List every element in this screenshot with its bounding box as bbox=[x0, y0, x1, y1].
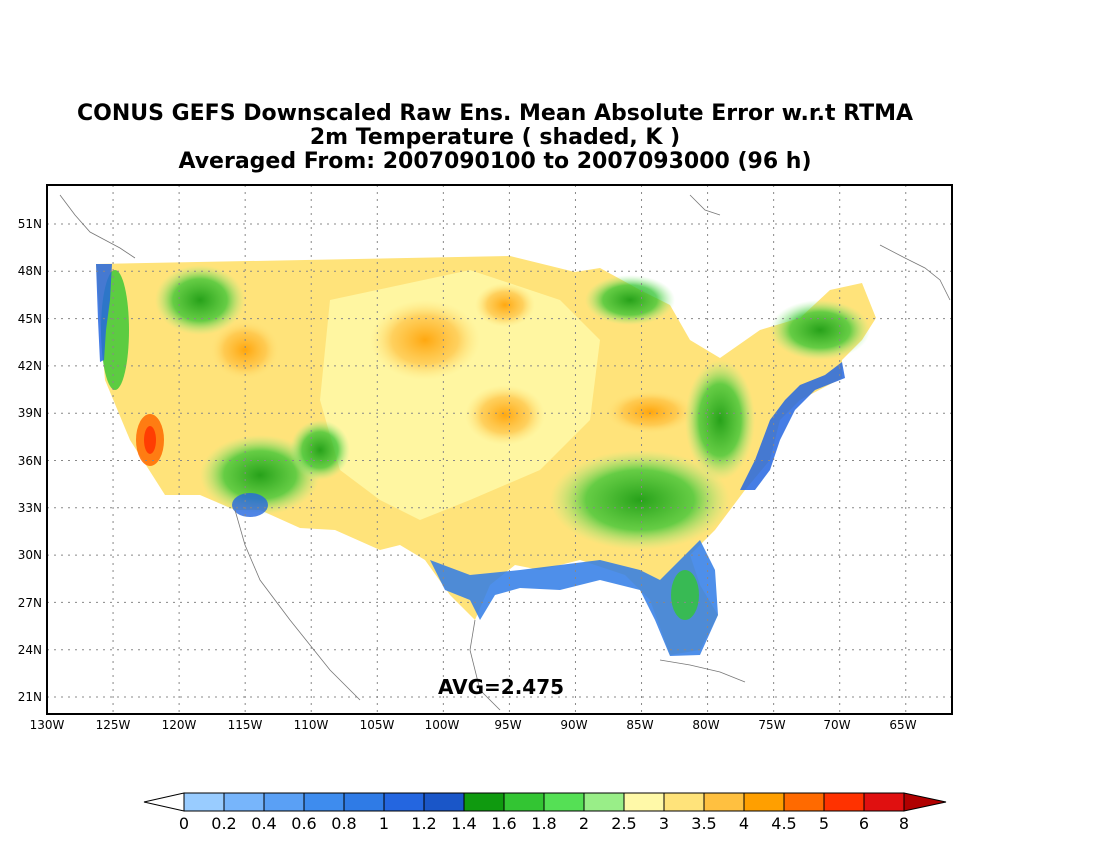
green-four-corners bbox=[200, 435, 320, 515]
colorbar-swatch bbox=[383, 792, 425, 812]
map-title-line-3: Averaged From: 2007090100 to 2007093000 … bbox=[178, 149, 812, 174]
mexico-outline bbox=[234, 509, 361, 701]
lon-label-80w: 80W bbox=[692, 718, 720, 732]
lon-label-110w: 110W bbox=[293, 718, 329, 732]
colorbar-swatch bbox=[703, 792, 745, 812]
lat-label-51n: 51N bbox=[17, 217, 42, 231]
green-florida bbox=[671, 570, 699, 620]
colorbar-label: 8 bbox=[898, 814, 910, 833]
colorbar-swatch bbox=[463, 792, 505, 812]
colorbar-swatch bbox=[623, 792, 665, 812]
cuba-outline bbox=[659, 659, 746, 683]
colorbar-swatch bbox=[583, 792, 625, 812]
green-rockies-north bbox=[155, 265, 245, 335]
lat-label-42n: 42N bbox=[17, 359, 42, 373]
colorbar-swatch bbox=[543, 792, 585, 812]
colorbar-swatch bbox=[343, 792, 385, 812]
lon-label-120w: 120W bbox=[161, 718, 197, 732]
blue-pacific-coast bbox=[96, 264, 112, 362]
lon-label-130w: 130W bbox=[29, 718, 65, 732]
map-title-line-2: 2m Temperature ( shaded, K ) bbox=[309, 125, 681, 150]
lat-label-30n: 30N bbox=[17, 548, 42, 562]
lon-label-125w: 125W bbox=[95, 718, 131, 732]
lon-label-105w: 105W bbox=[359, 718, 395, 732]
mexico-outline-east bbox=[469, 619, 501, 711]
colorbar-swatch bbox=[503, 792, 545, 812]
colorbar-label: 5 bbox=[818, 814, 830, 833]
colorbar-label: 4 bbox=[738, 814, 750, 833]
lat-label-45n: 45N bbox=[17, 312, 42, 326]
colorbar-label: 6 bbox=[858, 814, 870, 833]
lat-label-39n: 39N bbox=[17, 406, 42, 420]
green-appalachians bbox=[685, 360, 755, 480]
colorbar-label: 1.6 bbox=[491, 814, 517, 833]
lat-label-24n: 24N bbox=[17, 643, 42, 657]
green-great-lakes bbox=[585, 275, 675, 325]
colorbar-swatch bbox=[423, 792, 465, 812]
colorbar-label: 2 bbox=[578, 814, 590, 833]
lon-label-95w: 95W bbox=[494, 718, 522, 732]
colorbar-label: 0 bbox=[178, 814, 190, 833]
canada-outline-east bbox=[879, 244, 951, 301]
colorbar-swatch bbox=[183, 792, 225, 812]
hudson-outline bbox=[689, 194, 721, 216]
hotspot-california-core bbox=[144, 426, 156, 454]
colorbar-swatch bbox=[263, 792, 305, 812]
colorbar-swatch bbox=[823, 792, 865, 812]
colorbar-label: 1.4 bbox=[451, 814, 477, 833]
map-frame bbox=[46, 184, 953, 715]
map-outlines bbox=[59, 194, 951, 711]
colorbar-label: 1.8 bbox=[531, 814, 557, 833]
colorbar-swatch bbox=[223, 792, 265, 812]
colorbar-label: 1 bbox=[378, 814, 390, 833]
colorbar-label: 2.5 bbox=[611, 814, 637, 833]
colorbar-label: 0.8 bbox=[331, 814, 357, 833]
lon-label-65w: 65W bbox=[889, 718, 917, 732]
canada-outline-west bbox=[59, 194, 136, 259]
lat-label-33n: 33N bbox=[17, 501, 42, 515]
colorbar-label: 3.5 bbox=[691, 814, 717, 833]
average-value-label: AVG=2.475 bbox=[438, 675, 565, 699]
hotspot-dakotas bbox=[475, 283, 535, 327]
lat-label-36n: 36N bbox=[17, 454, 42, 468]
lon-label-90w: 90W bbox=[560, 718, 588, 732]
map-title-line-1: CONUS GEFS Downscaled Raw Ens. Mean Abso… bbox=[76, 101, 914, 126]
colorbar-label: 3 bbox=[658, 814, 670, 833]
colorbar-label: 0.4 bbox=[251, 814, 277, 833]
green-new-england bbox=[770, 300, 870, 360]
lon-label-115w: 115W bbox=[227, 718, 263, 732]
colorbar-under-arrow bbox=[143, 792, 185, 812]
lon-label-85w: 85W bbox=[626, 718, 654, 732]
colorbar-swatch bbox=[303, 792, 345, 812]
hotspot-north-plains bbox=[370, 300, 480, 380]
colorbar-label: 0.6 bbox=[291, 814, 317, 833]
hotspot-nevada bbox=[210, 320, 280, 380]
colorbar-label: 1.2 bbox=[411, 814, 437, 833]
lon-label-75w: 75W bbox=[758, 718, 786, 732]
green-colorado bbox=[290, 420, 350, 480]
colorbar-over-arrow bbox=[903, 792, 947, 812]
lat-label-48n: 48N bbox=[17, 264, 42, 278]
lon-label-100w: 100W bbox=[424, 718, 460, 732]
hotspot-kansas bbox=[465, 385, 545, 445]
green-southeast bbox=[550, 450, 730, 550]
blue-atlantic-coast bbox=[740, 362, 845, 490]
blue-gulf-coast bbox=[430, 540, 718, 656]
lat-label-27n: 27N bbox=[17, 596, 42, 610]
colorbar-label: 4.5 bbox=[771, 814, 797, 833]
colorbar-swatch bbox=[663, 792, 705, 812]
map-field bbox=[96, 256, 876, 656]
blue-southwest-pocket bbox=[232, 493, 268, 517]
colorbar-swatch bbox=[743, 792, 785, 812]
colorbar-swatch bbox=[863, 792, 905, 812]
colorbar-swatch bbox=[783, 792, 825, 812]
colorbar bbox=[143, 792, 947, 812]
lon-label-70w: 70W bbox=[823, 718, 851, 732]
lat-label-21n: 21N bbox=[17, 690, 42, 704]
colorbar-label: 0.2 bbox=[211, 814, 237, 833]
hotspot-ohio-valley bbox=[605, 390, 695, 434]
